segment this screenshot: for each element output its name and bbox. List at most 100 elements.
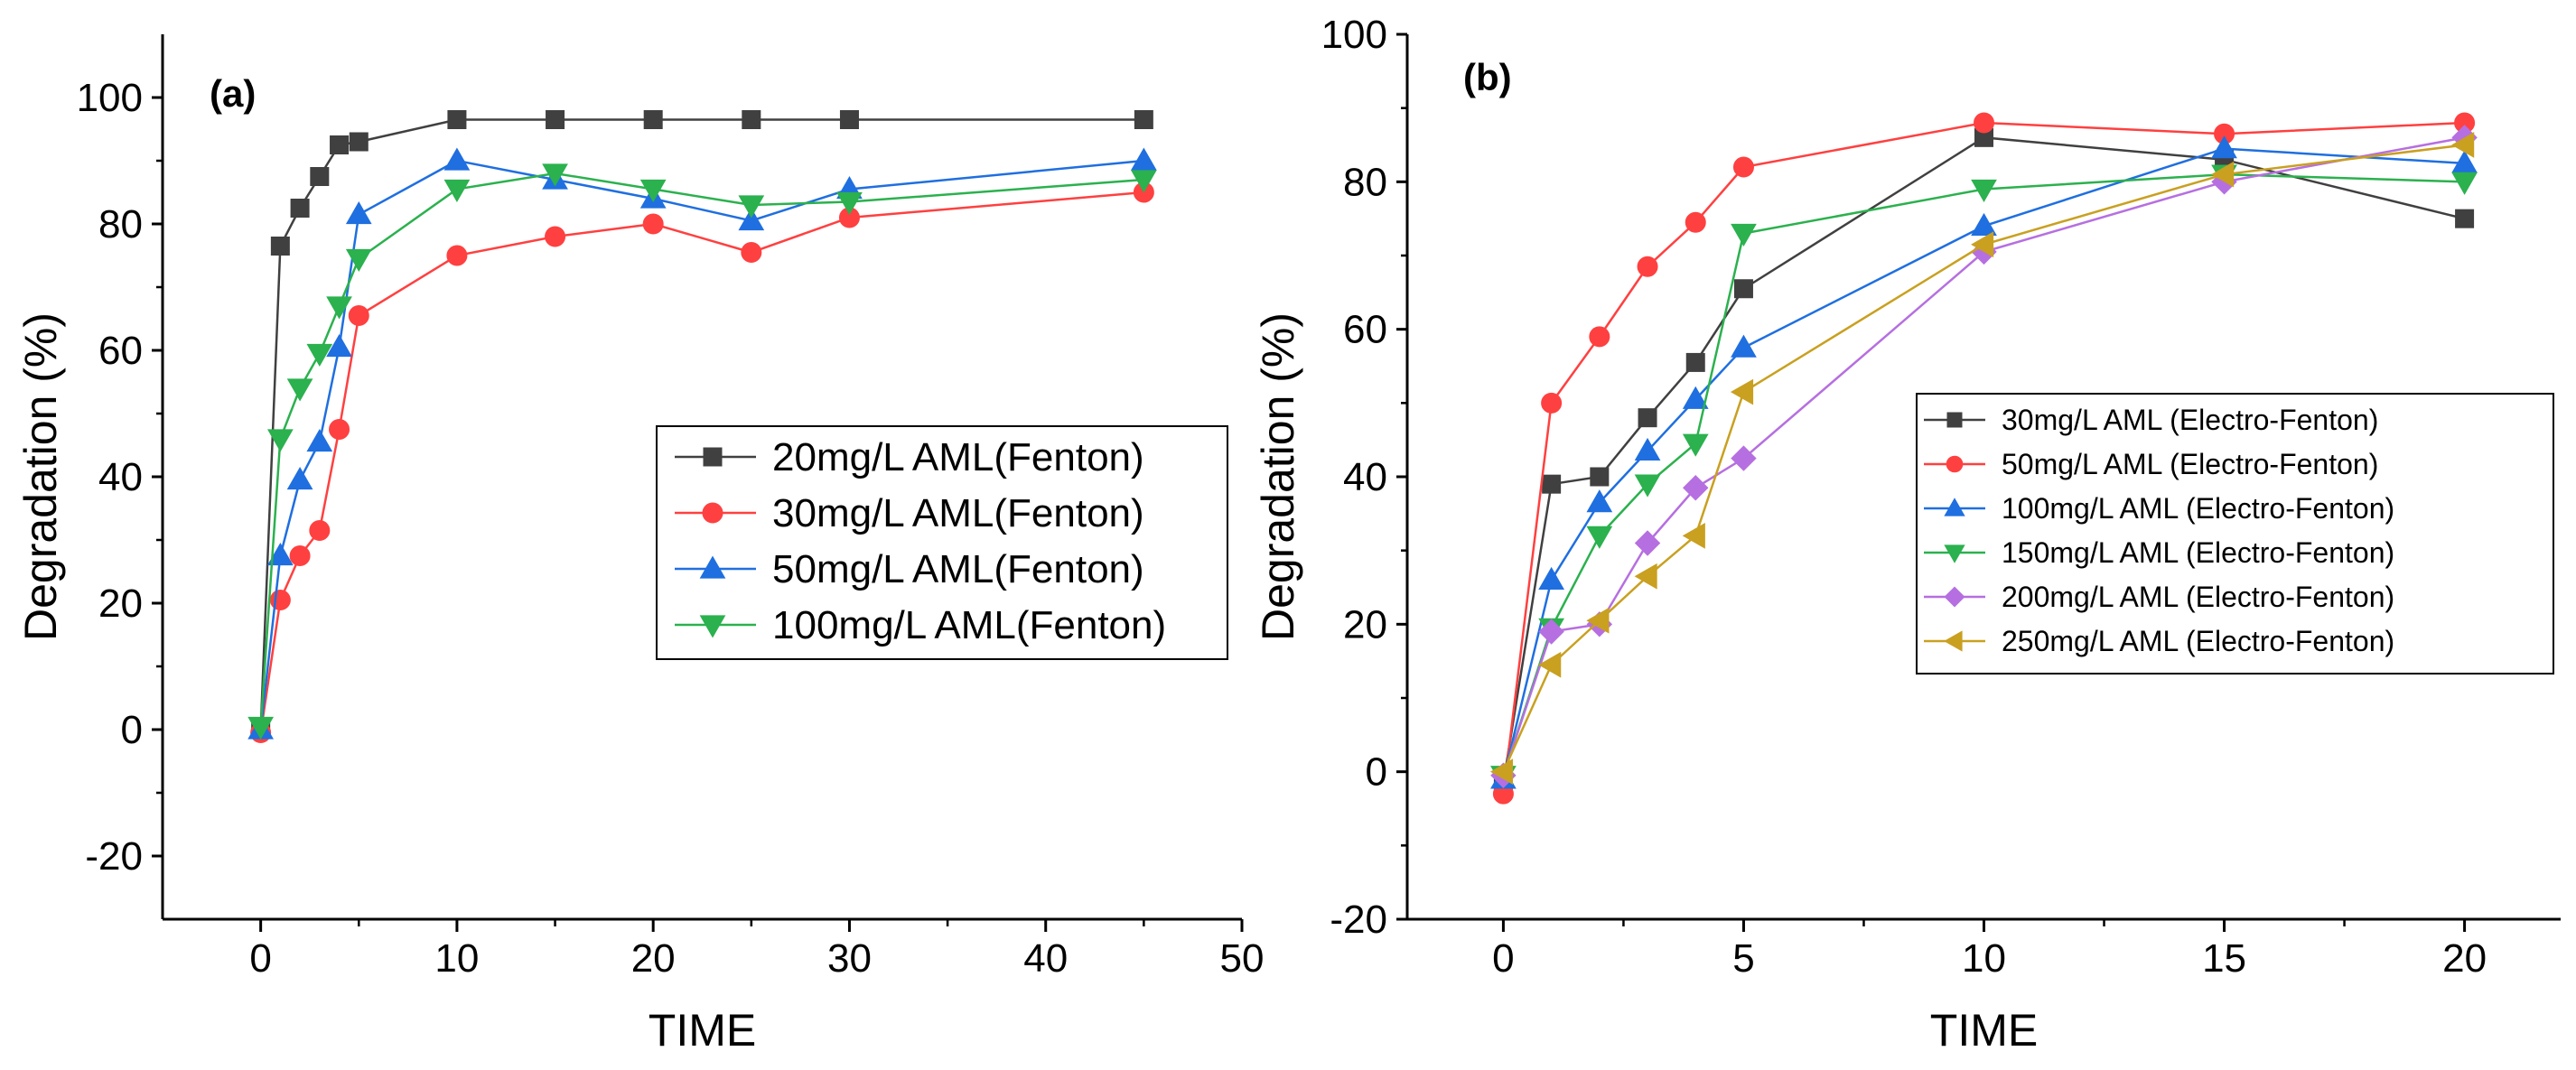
legend-marker (703, 447, 723, 467)
data-point (1586, 607, 1610, 634)
series-3 (247, 163, 1157, 740)
data-point (2211, 161, 2235, 188)
data-point (329, 419, 350, 440)
data-point (545, 226, 566, 247)
data-point (1685, 352, 1705, 372)
y-tick-label: 100 (1321, 13, 1387, 57)
data-point (306, 428, 333, 452)
data-point (836, 191, 863, 216)
chart-panel-a: -20 0 20 40 60 80 100 0 10 20 30 40 50 TIME Degradatio… (15, 34, 1264, 1056)
legend-item: 30mg/L AML(Fenton) (675, 491, 1144, 535)
y-tick-label: 60 (1343, 308, 1387, 352)
data-point (1638, 408, 1657, 428)
legend-item: 100mg/L AML (Electro-Fenton) (1924, 492, 2394, 525)
data-point (286, 466, 313, 490)
data-point (326, 296, 352, 320)
data-point (1538, 651, 1562, 678)
x-axis-title: TIME (649, 1005, 756, 1056)
y-tick-label: 20 (1343, 602, 1387, 647)
data-point (642, 213, 664, 235)
data-point (309, 520, 331, 541)
legend-label: 50mg/L AML (Electro-Fenton) (2002, 448, 2378, 480)
data-point (310, 167, 330, 186)
y-tick-label: -20 (85, 834, 143, 879)
data-point (1131, 147, 1157, 171)
data-point (1731, 334, 1757, 358)
x-tick-label: 40 (1023, 936, 1068, 981)
data-point (1134, 110, 1153, 129)
data-point (738, 195, 765, 219)
data-point (1634, 563, 1657, 590)
panel-label: (b) (1463, 56, 1512, 98)
data-point (348, 305, 369, 326)
series-0 (251, 110, 1153, 740)
data-point (1542, 474, 1562, 494)
data-point (270, 237, 290, 256)
data-point (1489, 758, 1514, 786)
data-point (839, 110, 859, 129)
data-point (1590, 467, 1610, 487)
data-point (1974, 112, 1994, 134)
legend-label: 100mg/L AML (Electro-Fenton) (2002, 492, 2394, 525)
data-point (443, 179, 471, 203)
data-point (1682, 522, 1705, 549)
y-tick-label: 100 (77, 76, 143, 120)
x-tick-label: 0 (1492, 936, 1514, 981)
data-point (345, 200, 372, 225)
data-point (1730, 378, 1754, 405)
legend-marker (699, 615, 726, 638)
data-point (267, 429, 294, 452)
x-tick-label: 20 (631, 936, 676, 981)
data-point (443, 147, 471, 171)
data-point (1586, 489, 1613, 513)
data-point (1589, 326, 1610, 348)
legend-label: 20mg/L AML(Fenton) (772, 435, 1144, 479)
data-point (1634, 530, 1661, 556)
data-point (326, 333, 352, 358)
legend-label: 30mg/L AML(Fenton) (772, 491, 1144, 535)
data-point (1733, 279, 1753, 299)
legend-label: 250mg/L AML (Electro-Fenton) (2002, 625, 2394, 657)
data-point (267, 542, 294, 566)
legend-item: 50mg/L AML (Electro-Fenton) (1924, 448, 2378, 480)
legend-box (656, 425, 1228, 660)
data-point (1731, 445, 1757, 471)
series-2 (1490, 135, 2478, 789)
legend: 20mg/L AML(Fenton) 30mg/L AML(Fenton) 50mg… (656, 425, 1228, 660)
data-point (269, 590, 291, 610)
data-point (290, 199, 310, 218)
data-point (247, 716, 274, 740)
legend-marker (1946, 412, 1963, 428)
y-tick-label: 0 (1366, 750, 1387, 795)
data-point (1682, 433, 1709, 457)
legend-item: 50mg/L AML(Fenton) (675, 547, 1144, 591)
data-point (1541, 392, 1563, 414)
legend-label: 100mg/L AML(Fenton) (772, 603, 1166, 647)
chart-panel-b: -20 0 20 40 60 80 100 0 5 10 15 20 TIME Degradation (… (1253, 13, 2561, 1056)
legend-marker (1944, 630, 1963, 652)
data-point (1538, 566, 1564, 590)
legend-marker (1944, 586, 1965, 608)
x-tick-label: 10 (434, 936, 479, 981)
data-point (546, 110, 565, 129)
x-axis-title: TIME (1930, 1005, 2038, 1056)
data-point (1970, 231, 1994, 258)
x-tick-label: 10 (1962, 936, 2006, 981)
data-point (1634, 437, 1661, 461)
data-point (306, 343, 333, 368)
legend-item: 200mg/L AML (Electro-Fenton) (1924, 581, 2394, 613)
data-point (1971, 212, 1997, 236)
data-point (289, 545, 311, 566)
series-1 (1492, 112, 2476, 805)
data-point (2451, 172, 2478, 195)
y-tick-label: 60 (98, 329, 143, 373)
data-point (330, 135, 350, 154)
data-point (1637, 256, 1658, 277)
y-tick-label: 80 (98, 202, 143, 247)
legend-item: 30mg/L AML (Electro-Fenton) (1924, 404, 2378, 436)
y-tick-label: 80 (1343, 160, 1387, 204)
data-point (1586, 526, 1613, 549)
data-point (1731, 223, 1757, 247)
data-point (1685, 211, 1706, 233)
data-point (639, 179, 667, 203)
